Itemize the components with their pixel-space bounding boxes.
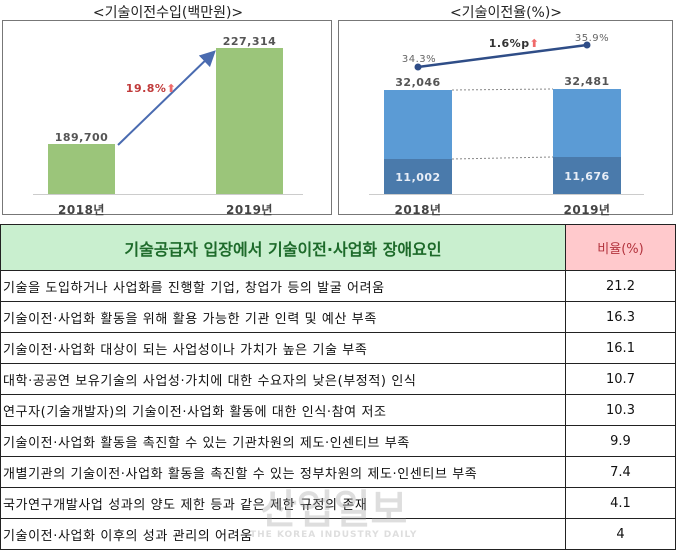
factor-cell: 기술이전·사업화 대상이 되는 사업성이나 가치가 높은 기술 부족 (0, 332, 566, 364)
ratio-cell: 10.3 (565, 394, 676, 426)
factor-cell: 개별기관의 기술이전·사업화 활동을 촉진할 수 있는 정부차원의 제도·인센티… (0, 456, 566, 488)
transferred-label-2018: 11,002 (395, 171, 441, 184)
factor-cell: 국가연구개발사업 성과의 양도 제한 등과 같은 제한 규정의 존재 (0, 487, 566, 519)
rate-chart-title: <기술이전율(%)> (449, 5, 563, 21)
factor-cell: 기술을 도입하거나 사업화를 진행할 기업, 창업가 등의 발굴 어려움 (0, 270, 566, 302)
transferred-label-2019: 11,676 (564, 170, 610, 183)
ratio-cell: 16.1 (565, 332, 676, 364)
revenue-chart-title: <기술이전수입(백만원)> (92, 5, 244, 21)
rate-growth-label: 1.6%p⬆ (479, 37, 549, 50)
trend-arrow-icon (117, 50, 216, 146)
up-arrow-icon: ⬆ (166, 82, 177, 95)
x-axis-line (369, 194, 644, 195)
value-label-2018: 189,700 (54, 131, 109, 144)
growth-label: 19.8%⬆ (121, 82, 181, 95)
year-label-2019: 2019년 (563, 203, 611, 217)
ratio-cell: 10.7 (565, 363, 676, 395)
ratio-cell: 4.1 (565, 487, 676, 519)
bar-total-2019 (553, 89, 621, 157)
rate-chart: 34.3% 35.9% 1.6%p⬆ 32,046 32,481 11,002 … (338, 20, 673, 217)
ratio-cell: 7.4 (565, 456, 676, 488)
table-header-ratio: 비율(%) (565, 224, 676, 271)
year-label-2019: 2019년 (226, 203, 273, 217)
x-axis-line (33, 194, 303, 195)
total-label-2019: 32,481 (564, 75, 610, 88)
value-label-2019: 227,314 (222, 35, 277, 48)
bar-total-2018 (384, 90, 452, 159)
up-arrow-icon: ⬆ (529, 37, 540, 50)
ratio-cell: 4 (565, 518, 676, 550)
factor-cell: 기술이전·사업화 이후의 성과 관리의 어려움 (0, 518, 566, 550)
bar-transferred-2019 (553, 157, 621, 194)
table-row: 국가연구개발사업 성과의 양도 제한 등과 같은 제한 규정의 존재 4.1 (0, 487, 676, 519)
table-row: 기술을 도입하거나 사업화를 진행할 기업, 창업가 등의 발굴 어려움 21.2 (0, 270, 676, 302)
bar-2019 (216, 48, 283, 194)
bar-transferred-2018 (384, 159, 452, 194)
ratio-cell: 9.9 (565, 425, 676, 457)
revenue-chart: 189,700 227,314 19.8%⬆ 2018년 2019년 (2, 20, 332, 217)
table-row: 대학·공공연 보유기술의 사업성·가치에 대한 수요자의 낮은(부정적) 인식 1… (0, 363, 676, 395)
factor-cell: 기술이전·사업화 활동을 촉진할 수 있는 기관차원의 제도·인센티브 부족 (0, 425, 566, 457)
table-row: 개별기관의 기술이전·사업화 활동을 촉진할 수 있는 정부차원의 제도·인센티… (0, 456, 676, 488)
table-header-row: 기술공급자 입장에서 기술이전·사업화 장애요인 비율(%) (0, 224, 676, 271)
table-row: 기술이전·사업화 대상이 되는 사업성이나 가치가 높은 기술 부족 16.1 (0, 332, 676, 364)
obstacles-table: 기술공급자 입장에서 기술이전·사업화 장애요인 비율(%) 기술을 도입하거나… (0, 224, 676, 550)
table-row: 기술이전·사업화 활동을 위해 활용 가능한 기관 인력 및 예산 부족 16.3 (0, 301, 676, 333)
factor-cell: 대학·공공연 보유기술의 사업성·가치에 대한 수요자의 낮은(부정적) 인식 (0, 363, 566, 395)
factor-cell: 기술이전·사업화 활동을 위해 활용 가능한 기관 인력 및 예산 부족 (0, 301, 566, 333)
ratio-cell: 16.3 (565, 301, 676, 333)
table-row: 기술이전·사업화 이후의 성과 관리의 어려움 4 (0, 518, 676, 550)
bar-2018 (48, 144, 115, 194)
year-label-2018: 2018년 (58, 203, 105, 217)
table-header-factor: 기술공급자 입장에서 기술이전·사업화 장애요인 (0, 224, 566, 271)
factor-cell: 연구자(기술개발자)의 기술이전·사업화 활동에 대한 인식·참여 저조 (0, 394, 566, 426)
table-row: 기술이전·사업화 활동을 촉진할 수 있는 기관차원의 제도·인센티브 부족 9.… (0, 425, 676, 457)
year-label-2018: 2018년 (394, 203, 442, 217)
rate-label-2019: 35.9% (574, 33, 610, 44)
rate-growth-value: 1.6%p (488, 37, 530, 50)
total-label-2018: 32,046 (395, 76, 441, 89)
rate-label-2018: 34.3% (401, 54, 437, 65)
connector-lines (414, 41, 591, 160)
growth-value: 19.8% (125, 82, 167, 95)
ratio-cell: 21.2 (565, 270, 676, 302)
table-row: 연구자(기술개발자)의 기술이전·사업화 활동에 대한 인식·참여 저조 10.3 (0, 394, 676, 426)
